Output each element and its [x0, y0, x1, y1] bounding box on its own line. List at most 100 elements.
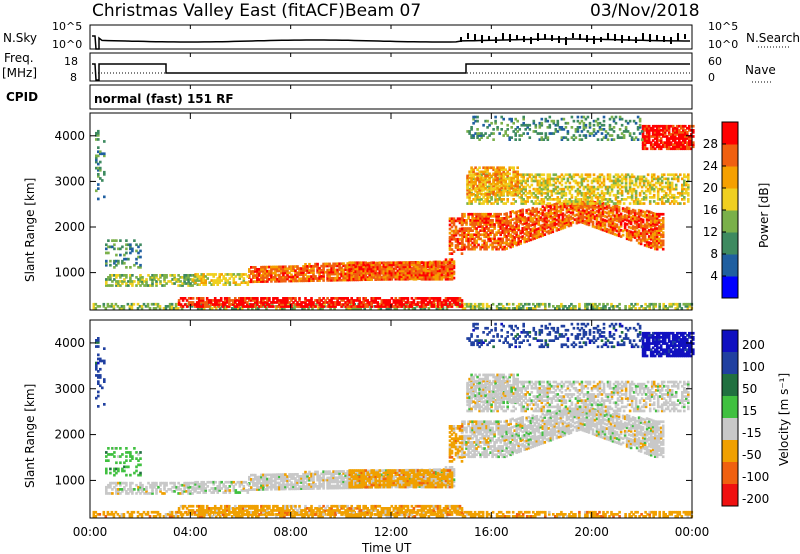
power-cell	[578, 302, 581, 306]
power-cell	[390, 263, 394, 267]
power-cell	[547, 229, 551, 233]
power-cell	[545, 205, 549, 209]
power-cell	[204, 275, 207, 278]
power-cell	[444, 303, 448, 306]
power-cell	[472, 177, 475, 181]
power-cell	[330, 264, 333, 268]
power-cell	[396, 271, 400, 275]
power-cell	[420, 299, 424, 302]
power-cell	[152, 302, 156, 306]
power-cell	[312, 279, 315, 282]
power-cell	[316, 299, 319, 302]
power-cell	[135, 243, 138, 247]
power-cell	[619, 214, 623, 218]
power-cell	[410, 263, 414, 267]
power-cell	[400, 297, 404, 300]
noise-search-dot	[621, 35, 623, 43]
power-cell	[358, 297, 361, 300]
power-cell	[487, 239, 490, 243]
power-cell	[434, 264, 438, 268]
power-cell	[529, 213, 533, 217]
power-cell	[627, 207, 631, 210]
power-cell	[332, 268, 335, 272]
power-cell	[509, 233, 512, 237]
power-cell	[292, 267, 295, 270]
power-cell	[647, 218, 651, 222]
power-cell	[422, 301, 426, 304]
power-cell	[418, 275, 422, 279]
power-cell	[456, 299, 460, 302]
power-cell	[619, 220, 623, 224]
power-cell	[545, 203, 549, 207]
power-cell	[232, 299, 235, 302]
power-cell	[240, 303, 243, 306]
power-cell	[290, 297, 293, 300]
noise-search-dot	[677, 33, 679, 41]
power-cell	[448, 274, 452, 278]
power-cell	[218, 279, 221, 282]
power-cell	[428, 269, 432, 273]
power-cell	[513, 227, 516, 231]
power-cell	[530, 200, 534, 203]
noise-search-dot	[530, 37, 532, 44]
power-cell	[469, 243, 472, 247]
power-cell	[535, 236, 539, 239]
power-cell	[526, 179, 529, 183]
power-cell	[538, 183, 542, 187]
power-cell	[386, 301, 390, 304]
power-cell	[312, 264, 315, 268]
power-cell	[284, 279, 287, 283]
power-cell	[467, 217, 470, 220]
power-cell	[404, 305, 408, 308]
power-cell	[468, 202, 471, 205]
power-cell	[555, 208, 559, 212]
power-cell	[469, 307, 473, 310]
power-cell	[478, 177, 481, 181]
power-cell	[278, 305, 281, 308]
power-cell	[183, 274, 186, 277]
power-cell	[621, 207, 625, 210]
power-cell	[564, 173, 568, 177]
power-cell	[625, 231, 629, 234]
power-cell	[597, 210, 601, 214]
power-cell	[563, 224, 567, 227]
power-cell	[278, 279, 281, 283]
power-cell	[540, 177, 544, 181]
power-cell	[520, 198, 523, 201]
power-cell	[266, 301, 269, 304]
power-cell	[533, 224, 537, 228]
power-cell	[641, 239, 645, 242]
power-cell	[396, 261, 400, 265]
power-cell	[497, 231, 500, 234]
power-cell	[380, 269, 384, 273]
power-cell	[440, 305, 444, 308]
power-cell	[320, 264, 323, 268]
power-cell	[603, 206, 607, 210]
power-cell	[651, 232, 655, 236]
power-cell	[352, 274, 355, 278]
power-cell	[513, 229, 516, 233]
power-cell	[647, 214, 651, 218]
power-cell	[340, 274, 343, 278]
power-cell	[426, 269, 430, 273]
power-cell	[551, 230, 555, 234]
power-cell	[208, 307, 212, 310]
power-cell	[374, 299, 377, 302]
power-cell	[346, 299, 349, 302]
power-cell	[556, 179, 560, 183]
power-cell	[105, 247, 108, 251]
power-cell	[658, 307, 661, 310]
power-cell	[543, 223, 547, 226]
power-cell	[346, 268, 349, 272]
power-cell	[469, 237, 472, 241]
power-cell	[504, 202, 507, 205]
power-cell	[138, 305, 142, 308]
power-cell	[240, 301, 243, 304]
power-cell	[262, 297, 265, 300]
power-cell	[292, 265, 295, 268]
power-cell	[519, 242, 522, 245]
power-cell	[288, 267, 291, 271]
power-cell	[547, 209, 551, 212]
power-cell	[310, 267, 313, 270]
power-cell	[586, 307, 589, 310]
